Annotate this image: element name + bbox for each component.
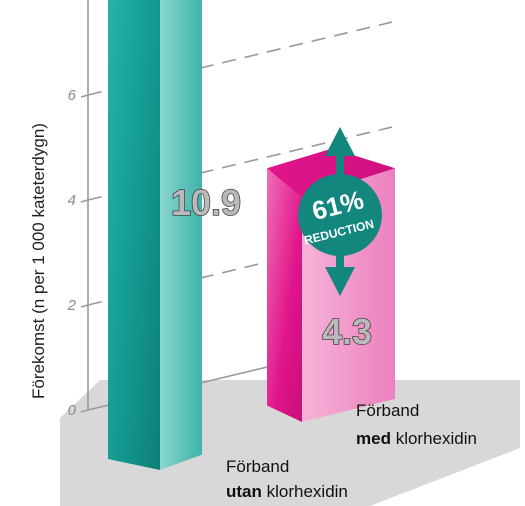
- y-axis-label: Förekomst (n per 1 000 kateterdygn): [29, 123, 48, 399]
- category-label-1-rest: klorhexidin: [391, 429, 477, 448]
- y-tick-label-1: 2: [67, 297, 77, 314]
- category-label-0: Förband utan klorhexidin: [226, 457, 348, 501]
- category-label-1-bold: med: [356, 429, 391, 448]
- bar-1-front: [267, 168, 302, 422]
- y-tick-label-2: 4: [68, 192, 76, 209]
- bar-0-side: [160, 0, 202, 470]
- y-tick-label-0: 0: [68, 402, 77, 419]
- category-label-1-line2: med klorhexidin: [356, 429, 477, 448]
- reduction-badge: [298, 174, 382, 256]
- value-label-0: 10.9: [171, 182, 241, 223]
- category-label-1-line1: Förband: [356, 401, 419, 420]
- category-label-0-line2: utan klorhexidin: [226, 482, 348, 501]
- category-label-0-rest: klorhexidin: [262, 482, 348, 501]
- reduction-annotation: 61% REDUCTION: [298, 127, 382, 296]
- category-label-1: Förband med klorhexidin: [356, 401, 477, 448]
- tick-mark-0: [80, 409, 89, 413]
- tick-mark-3: [80, 94, 89, 98]
- tick-mark-1: [80, 304, 89, 308]
- y-tick-label-3: 6: [68, 87, 77, 104]
- category-label-0-bold: utan: [226, 482, 262, 501]
- value-label-1: 4.3: [322, 311, 372, 352]
- bar-0: 10.9: [108, 0, 242, 470]
- tick-mark-2: [80, 199, 89, 203]
- y-tick-labels: 024681012: [67, 87, 77, 419]
- bar-1-top: [267, 148, 395, 198]
- arrow-up-icon: [325, 127, 355, 156]
- bar-0-front: [108, 0, 160, 470]
- arrow-down-icon: [325, 267, 355, 296]
- category-label-0-line1: Förband: [226, 457, 289, 476]
